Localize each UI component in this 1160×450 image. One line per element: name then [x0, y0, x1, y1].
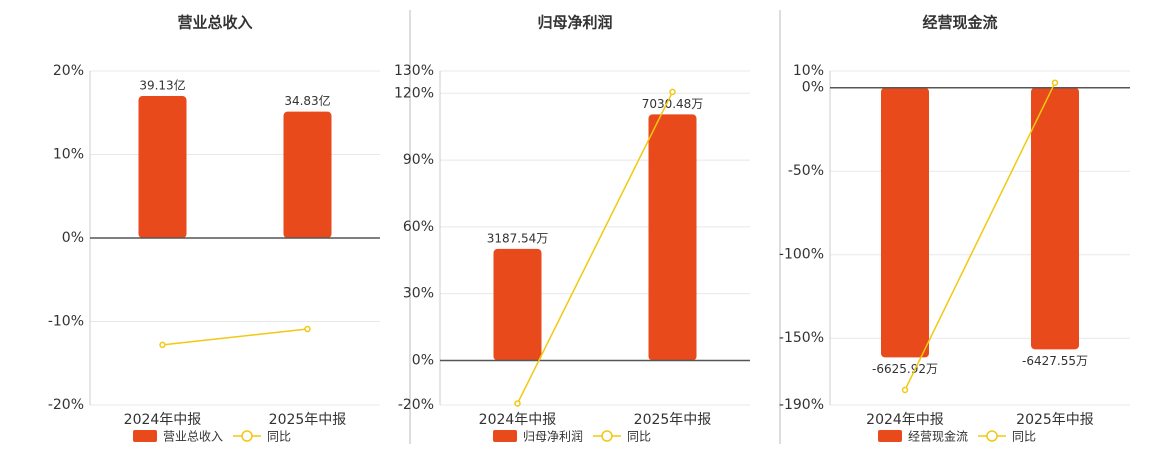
chart-title: 营业总收入 [177, 14, 252, 32]
bar [283, 111, 332, 238]
legend-label: 同比 [267, 430, 291, 444]
y-tick-label: 0% [802, 80, 824, 96]
x-tick-label: 2024年中报 [479, 412, 557, 428]
y-tick-label: 60% [403, 219, 434, 235]
legend-marker [601, 430, 613, 442]
line-point [159, 341, 166, 349]
bar [493, 248, 542, 361]
y-tick-label: -10% [48, 314, 84, 330]
legend-label: 同比 [1012, 430, 1036, 444]
chart-title: 经营现金流 [922, 14, 997, 32]
legend-label: 营业总收入 [163, 430, 223, 444]
bar-value-label: 34.83亿 [284, 93, 330, 108]
legend-label: 归母净利润 [523, 430, 583, 444]
y-tick-label: 30% [403, 286, 434, 302]
legend-label: 经营现金流 [908, 429, 968, 444]
x-tick-label: 2024年中报 [866, 412, 944, 428]
bar [648, 114, 697, 361]
y-tick-label: 90% [403, 152, 434, 168]
bar [1031, 87, 1079, 350]
bar-value-label: 3187.54万 [487, 231, 549, 245]
legend-marker [986, 430, 998, 442]
x-tick-label: 2024年中报 [124, 412, 202, 428]
y-tick-label: 0% [412, 352, 434, 368]
line-point [304, 325, 311, 333]
line-point [901, 386, 909, 394]
legend-swatch [133, 430, 157, 442]
legend-marker [241, 430, 253, 442]
y-tick-label: 0% [62, 230, 84, 246]
bar [138, 96, 187, 238]
bar [881, 87, 929, 358]
line-point [514, 400, 521, 407]
y-tick-label: 130% [394, 63, 434, 79]
y-tick-label: 20% [53, 63, 84, 79]
bar-value-label: 39.13亿 [139, 78, 185, 93]
y-tick-label: -50% [788, 163, 824, 179]
y-tick-label: 10% [53, 147, 84, 163]
line-point [669, 88, 676, 96]
x-tick-label: 2025年中报 [1016, 412, 1094, 428]
x-tick-label: 2025年中报 [634, 412, 712, 428]
y-tick-label: 120% [394, 85, 434, 101]
line [516, 91, 674, 404]
y-tick-label: -100% [779, 247, 824, 263]
line [904, 82, 1056, 391]
y-tick-label: -20% [48, 397, 84, 413]
y-tick-label: 10% [793, 63, 824, 79]
legend-swatch [878, 430, 902, 442]
legend-label: 同比 [627, 430, 651, 444]
bar-value-label: -6625.92万 [872, 362, 938, 376]
y-tick-label: -20% [398, 397, 434, 413]
line [162, 328, 308, 346]
y-tick-label: -190% [779, 397, 824, 413]
line-point [1051, 79, 1059, 86]
bar-value-label: 7030.48万 [642, 97, 704, 111]
chart-title: 归母净利润 [537, 14, 612, 32]
legend-swatch [493, 430, 517, 442]
bar-value-label: -6427.55万 [1022, 354, 1088, 368]
y-tick-label: -150% [779, 330, 824, 346]
x-tick-label: 2025年中报 [269, 412, 347, 428]
